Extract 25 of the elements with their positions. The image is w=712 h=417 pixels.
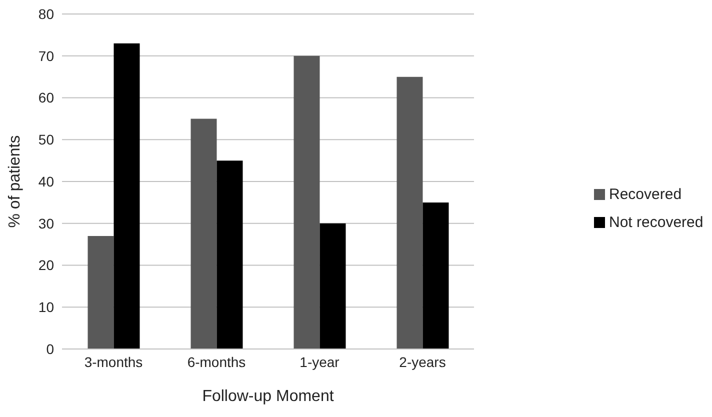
y-axis-title: % of patients	[6, 135, 24, 228]
y-tick-label: 60	[38, 90, 54, 106]
x-tick-label: 1-year	[300, 354, 340, 370]
legend-label: Not recovered	[609, 214, 704, 230]
y-tick-label: 50	[38, 132, 54, 148]
y-tick-label: 20	[38, 257, 54, 274]
bar	[88, 236, 114, 349]
y-tick-label: 70	[38, 48, 54, 64]
legend-label: Recovered	[609, 186, 682, 202]
bar	[114, 43, 140, 349]
y-tick-label: 0	[46, 340, 54, 357]
bar	[190, 118, 217, 349]
x-tick-label: 6-months	[187, 354, 246, 370]
bar	[422, 202, 449, 349]
y-tick-label: 80	[38, 6, 54, 22]
x-axis-title: Follow-up Moment	[202, 388, 334, 405]
bar	[320, 223, 346, 349]
y-tick-label: 10	[38, 299, 54, 316]
bar	[294, 56, 320, 349]
bar	[396, 76, 423, 349]
y-tick-label: 40	[38, 173, 54, 190]
x-tick-label: 3-months	[84, 354, 143, 370]
y-tick-label: 30	[38, 215, 54, 232]
x-tick-label: 2-years	[399, 354, 446, 370]
bar	[216, 160, 243, 349]
